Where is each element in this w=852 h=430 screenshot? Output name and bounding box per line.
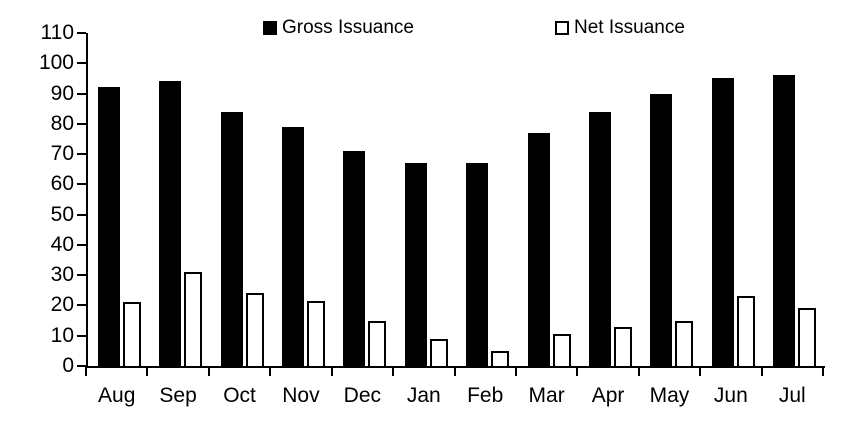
x-axis-tick bbox=[576, 366, 579, 376]
net-issuance-bar bbox=[245, 293, 264, 366]
x-axis-category-label: Nov bbox=[282, 384, 320, 407]
x-axis-tick bbox=[637, 366, 640, 376]
gross-issuance-swatch-icon bbox=[263, 21, 277, 35]
y-axis-tick-label: 110 bbox=[40, 21, 74, 44]
x-axis-tick bbox=[146, 366, 149, 376]
y-axis-tick bbox=[77, 92, 86, 95]
net-issuance-bar bbox=[675, 320, 694, 366]
y-axis-tick bbox=[77, 213, 86, 216]
y-axis-tick bbox=[77, 274, 86, 277]
net-issuance-bar bbox=[184, 272, 203, 366]
y-axis-tick-label: 10 bbox=[50, 323, 74, 347]
x-axis-category-label: May bbox=[649, 384, 690, 407]
net-issuance-bar bbox=[122, 302, 141, 366]
x-axis-category-label: Apr bbox=[591, 384, 625, 407]
y-axis-tick bbox=[77, 365, 86, 367]
y-axis-tick bbox=[77, 183, 86, 186]
gross-issuance-bar bbox=[404, 163, 427, 366]
y-axis-tick-label: 100 bbox=[38, 51, 74, 75]
legend-label-net: Net Issuance bbox=[574, 17, 685, 38]
y-axis-tick bbox=[77, 122, 86, 125]
x-axis-line bbox=[86, 366, 825, 368]
net-issuance-bar bbox=[798, 308, 817, 366]
legend-item-gross: Gross Issuance bbox=[263, 15, 414, 41]
x-axis-tick bbox=[392, 366, 395, 376]
net-issuance-bar bbox=[736, 296, 755, 366]
legend-item-net: Net Issuance bbox=[555, 15, 685, 41]
y-axis-tick bbox=[77, 32, 86, 34]
legend-label-gross: Gross Issuance bbox=[282, 17, 414, 38]
y-axis-tick-label: 60 bbox=[50, 172, 74, 196]
x-axis-tick bbox=[207, 366, 210, 376]
y-axis-tick-label: 0 bbox=[62, 354, 74, 377]
gross-issuance-bar bbox=[159, 81, 182, 366]
y-axis-tick-label: 50 bbox=[50, 202, 74, 226]
y-axis-tick bbox=[77, 304, 86, 307]
y-axis-tick bbox=[77, 334, 86, 337]
net-issuance-bar bbox=[306, 300, 325, 366]
x-axis-category-label: Jun bbox=[713, 384, 748, 407]
x-axis-tick bbox=[514, 366, 517, 376]
x-axis-category-label: Feb bbox=[467, 384, 504, 407]
x-axis-tick bbox=[453, 366, 456, 376]
x-axis-tick bbox=[822, 366, 824, 376]
y-axis-tick bbox=[77, 62, 86, 65]
x-axis-category-label: Jul bbox=[778, 384, 806, 407]
y-axis-tick bbox=[77, 153, 86, 156]
y-axis-tick-label: 90 bbox=[50, 81, 74, 105]
net-issuance-swatch-icon bbox=[555, 21, 569, 35]
net-issuance-bar bbox=[368, 320, 387, 366]
x-axis-category-label: Sep bbox=[159, 384, 197, 407]
y-axis-tick-label: 70 bbox=[50, 142, 74, 166]
gross-issuance-bar bbox=[711, 78, 734, 366]
y-axis-tick-label: 80 bbox=[50, 111, 74, 135]
x-axis-category-label: Aug bbox=[98, 384, 136, 407]
gross-issuance-bar bbox=[773, 75, 796, 366]
x-axis-category-label: Dec bbox=[343, 384, 382, 407]
x-axis-tick bbox=[85, 366, 87, 376]
y-axis-tick-label: 40 bbox=[50, 232, 74, 256]
net-issuance-bar bbox=[429, 338, 448, 366]
gross-issuance-bar bbox=[220, 111, 243, 366]
gross-issuance-bar bbox=[343, 151, 366, 366]
net-issuance-bar bbox=[491, 350, 510, 366]
x-axis-tick bbox=[760, 366, 763, 376]
net-issuance-bar bbox=[552, 334, 571, 366]
gross-issuance-bar bbox=[589, 111, 612, 366]
x-axis-tick bbox=[330, 366, 333, 376]
x-axis-category-label: Jan bbox=[406, 384, 441, 407]
gross-issuance-bar bbox=[650, 93, 673, 366]
y-axis-tick-label: 30 bbox=[50, 263, 74, 287]
gross-issuance-bar bbox=[527, 132, 550, 366]
gross-issuance-bar bbox=[281, 126, 304, 366]
x-axis-tick bbox=[269, 366, 272, 376]
x-axis-category-label: Mar bbox=[528, 384, 565, 407]
gross-issuance-bar bbox=[97, 87, 120, 366]
net-issuance-bar bbox=[614, 326, 633, 366]
gross-issuance-bar bbox=[466, 163, 489, 366]
y-axis-tick bbox=[77, 243, 86, 246]
y-axis-tick-label: 20 bbox=[50, 293, 74, 317]
y-axis-line bbox=[86, 33, 88, 368]
x-axis-category-label: Oct bbox=[223, 384, 256, 407]
x-axis-tick bbox=[699, 366, 702, 376]
